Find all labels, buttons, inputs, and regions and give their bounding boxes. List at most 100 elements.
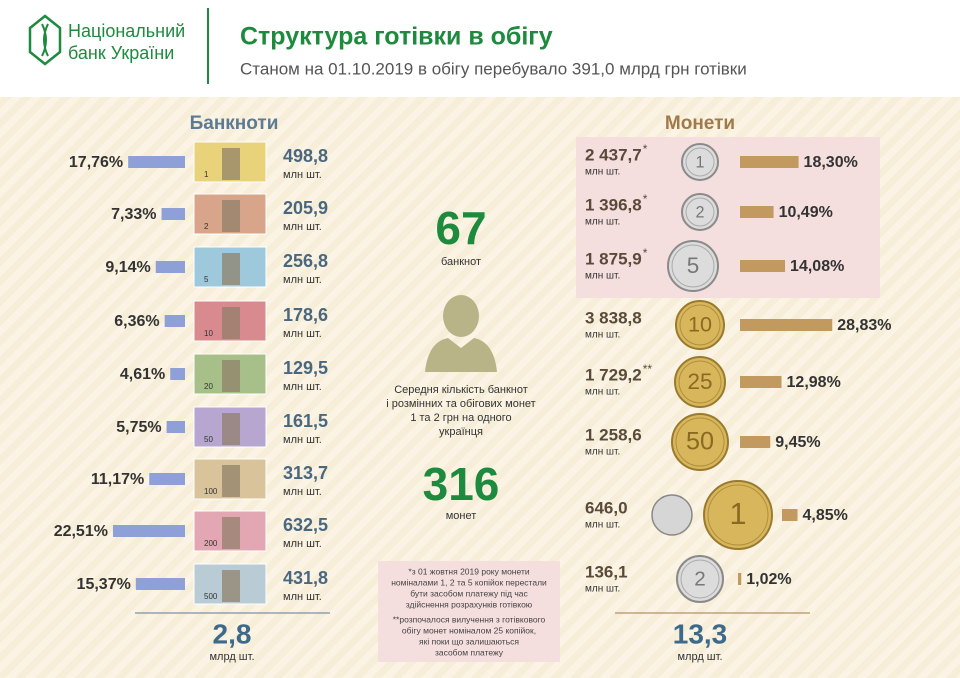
unit: млн шт. — [283, 328, 322, 340]
unit: млн шт. — [585, 387, 620, 398]
footnote-line: бути засобом платежу під час — [410, 588, 528, 598]
logo-text: Національний — [68, 21, 185, 41]
logo-mark-inner — [41, 23, 49, 57]
banknote-portrait — [222, 148, 240, 180]
share-label: 22,51% — [54, 523, 108, 540]
amount: 313,7 — [283, 463, 328, 483]
share-label: 28,83% — [837, 317, 891, 334]
share-bar — [135, 578, 185, 590]
description: 1 та 2 грн на одного — [410, 412, 511, 424]
coin-image — [675, 300, 725, 350]
banknote-portrait — [222, 200, 240, 232]
amount: 3 838,8 — [585, 308, 642, 327]
logo-text: банк України — [68, 43, 174, 63]
subtitle: Станом на 01.10.2019 в обігу перебувало … — [240, 59, 747, 78]
coin-image — [703, 480, 773, 550]
unit: млн шт. — [585, 271, 620, 282]
coins-count-label: монет — [446, 510, 477, 522]
footnote-line: **розпочалося вилучення з готівкового — [393, 614, 546, 624]
footnote-line: засобом платежу — [435, 647, 504, 657]
banknotes-heading: Банкноти — [190, 113, 279, 134]
banknote-denomination: 500 — [204, 592, 218, 601]
coins-total-unit: млрд шт. — [677, 651, 722, 663]
banknote-portrait — [222, 570, 240, 602]
coin-rim — [707, 484, 769, 546]
banknote-denomination: 50 — [204, 435, 213, 444]
amount: 1 258,6 — [585, 425, 642, 444]
amount: 1 729,2 — [585, 365, 642, 384]
coin-rim — [685, 147, 715, 177]
share-bar — [740, 206, 774, 218]
amount: 646,0 — [585, 498, 628, 517]
coin-denomination: 2 — [695, 203, 704, 221]
share-label: 10,49% — [779, 204, 833, 221]
unit: млн шт. — [283, 434, 322, 446]
footnotes: *з 01 жовтня 2019 року монетиноміналами … — [391, 566, 547, 657]
banknote-portrait — [222, 253, 240, 285]
person-icon — [425, 295, 497, 372]
amount: 129,5 — [283, 358, 328, 378]
amount: 161,5 — [283, 411, 328, 431]
banknote-denomination: 100 — [204, 487, 218, 496]
banknote-portrait — [222, 413, 240, 445]
withdrawn-coins-box — [576, 137, 880, 298]
coin-image — [676, 555, 724, 603]
share-bar — [740, 260, 786, 272]
amount: 431,8 — [283, 568, 328, 588]
share-bar — [155, 261, 185, 273]
amount: 1 396,8 — [585, 195, 642, 214]
unit: млн шт. — [585, 217, 620, 228]
share-label: 9,45% — [775, 434, 820, 451]
banknote-denomination: 20 — [204, 382, 213, 391]
logo-mark — [28, 14, 62, 66]
coin-rim — [680, 559, 720, 599]
title: Структура готівки в обігу — [240, 23, 553, 51]
unit: млн шт. — [585, 447, 620, 458]
footnote-line: які поки що залишаються — [419, 636, 519, 646]
share-label: 5,75% — [116, 419, 161, 436]
unit: млн шт. — [585, 167, 620, 178]
unit: млн шт. — [283, 538, 322, 550]
coin-rim — [675, 417, 725, 467]
share-bar — [170, 368, 185, 380]
share-label: 6,36% — [114, 313, 159, 330]
unit: млн шт. — [283, 169, 322, 181]
footnote-line: обігу монет номіналом 25 копійок, — [402, 625, 536, 635]
coin-denomination: 5 — [687, 253, 700, 278]
banknote-denomination: 200 — [204, 539, 218, 548]
unit: млн шт. — [585, 330, 620, 341]
amount-note: * — [643, 246, 648, 260]
description: українця — [439, 426, 483, 438]
coin-denomination: 25 — [687, 369, 712, 394]
coin-image — [667, 240, 719, 292]
banknote-portrait — [222, 360, 240, 392]
coin-denomination: 1 — [729, 497, 746, 531]
share-bar — [112, 525, 185, 537]
coin-rim — [685, 197, 715, 227]
banknote-denomination: 5 — [204, 275, 209, 284]
coin-denomination: 10 — [688, 312, 712, 337]
coin-image — [674, 356, 726, 408]
share-bar — [166, 421, 185, 433]
amount: 256,8 — [283, 251, 328, 271]
share-label: 18,30% — [804, 154, 858, 171]
coin-image — [681, 193, 719, 231]
share-label: 14,08% — [790, 258, 844, 275]
share-label: 9,14% — [105, 259, 150, 276]
amount: 2 437,7 — [585, 145, 642, 164]
amount-note: * — [643, 192, 648, 206]
share-bar — [740, 319, 833, 331]
amount: 498,8 — [283, 146, 328, 166]
banknotes-count-label: банкнот — [441, 256, 481, 268]
share-bar — [740, 436, 771, 448]
coin-denomination: 1 — [695, 153, 704, 171]
banknote-denomination: 2 — [204, 222, 209, 231]
share-bar — [782, 509, 798, 521]
unit: млн шт. — [283, 381, 322, 393]
banknote-portrait — [222, 465, 240, 497]
share-label: 17,76% — [69, 154, 123, 171]
coin-denomination: 50 — [686, 428, 714, 456]
share-label: 7,33% — [111, 206, 156, 223]
share-label: 12,98% — [787, 374, 841, 391]
